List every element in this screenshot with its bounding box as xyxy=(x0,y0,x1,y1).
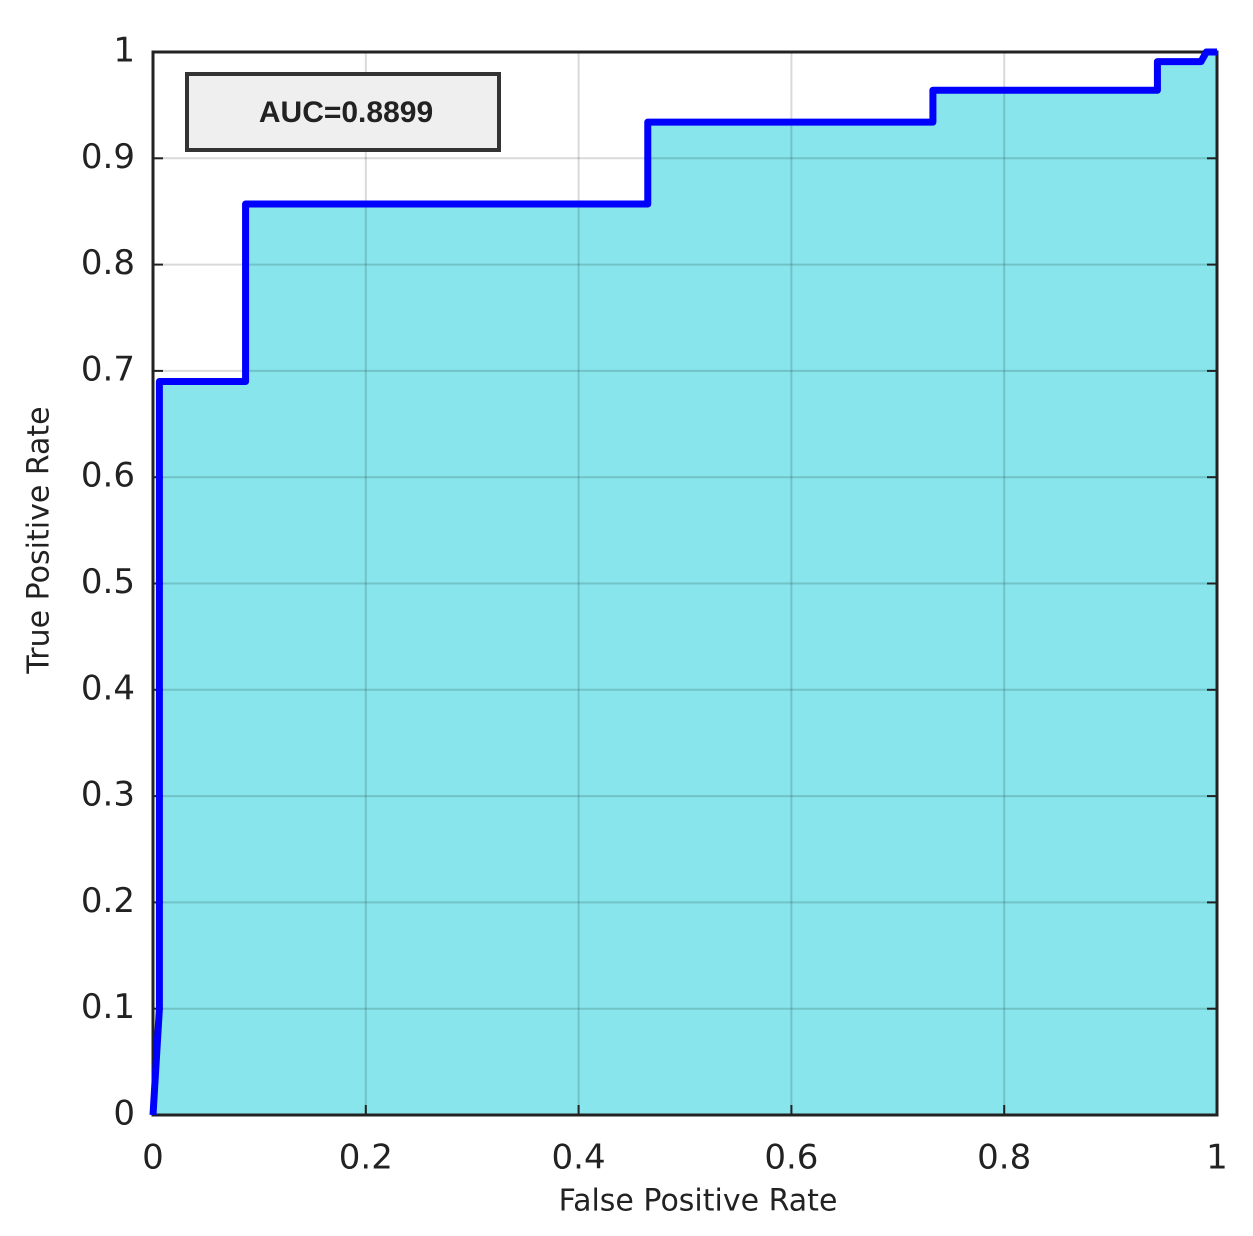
y-tick-label: 0.5 xyxy=(81,562,135,602)
x-tick-label: 0.6 xyxy=(764,1138,818,1178)
area xyxy=(153,52,1217,1115)
y-tick-label: 0.9 xyxy=(81,137,135,177)
x-axis-label: False Positive Rate xyxy=(559,1184,838,1219)
y-tick-label: 0.4 xyxy=(81,668,135,708)
plot-frame xyxy=(151,50,1219,1117)
y-tick-label: 0.1 xyxy=(81,987,135,1027)
line xyxy=(149,48,1217,1116)
y-tick-label: 0.6 xyxy=(81,456,135,496)
y-tick-label: 0.3 xyxy=(81,775,135,815)
x-tick-label: 0 xyxy=(142,1138,164,1178)
x-tick-label: 0.4 xyxy=(552,1138,606,1178)
annotation-box xyxy=(185,72,501,152)
y-tick-label: 0.8 xyxy=(81,243,135,283)
x-tick-label: 0.2 xyxy=(339,1138,393,1178)
x-tick-label: 1 xyxy=(1206,1138,1228,1178)
y-tick-label: 0.2 xyxy=(81,881,135,921)
annotation: AUC=0.8899 xyxy=(259,96,433,129)
y-tick-label: 0 xyxy=(113,1094,135,1134)
y-tick-label: 1 xyxy=(113,31,135,71)
y-axis-label: True Positive Rate xyxy=(22,406,57,674)
x-tick-label: 0.8 xyxy=(977,1138,1031,1178)
y-tick-label: 0.7 xyxy=(81,349,135,389)
